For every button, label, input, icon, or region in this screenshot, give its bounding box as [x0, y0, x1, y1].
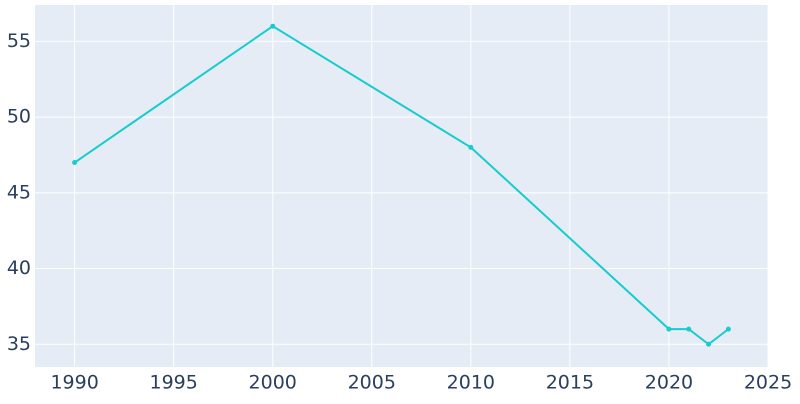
x-tick-label: 2025 — [744, 372, 792, 394]
x-tick-label: 2020 — [645, 372, 693, 394]
point — [270, 23, 276, 29]
point — [468, 144, 474, 150]
x-tick-label: 2010 — [447, 372, 495, 394]
y-tick-label: 40 — [7, 257, 31, 279]
point — [706, 341, 712, 347]
y-tick-label: 50 — [7, 106, 31, 128]
y-tick-label: 45 — [7, 181, 31, 203]
point — [725, 326, 731, 332]
point — [686, 326, 692, 332]
x-tick-label: 1990 — [50, 372, 98, 394]
plot-area — [35, 5, 768, 367]
x-tick-label: 1995 — [149, 372, 197, 394]
point — [666, 326, 672, 332]
y-tick-label: 35 — [7, 333, 31, 355]
x-tick-label: 2005 — [348, 372, 396, 394]
x-tick-label: 2015 — [546, 372, 594, 394]
x-tick-label: 2000 — [249, 372, 297, 394]
point — [72, 160, 78, 166]
y-tick-label: 55 — [7, 30, 31, 52]
